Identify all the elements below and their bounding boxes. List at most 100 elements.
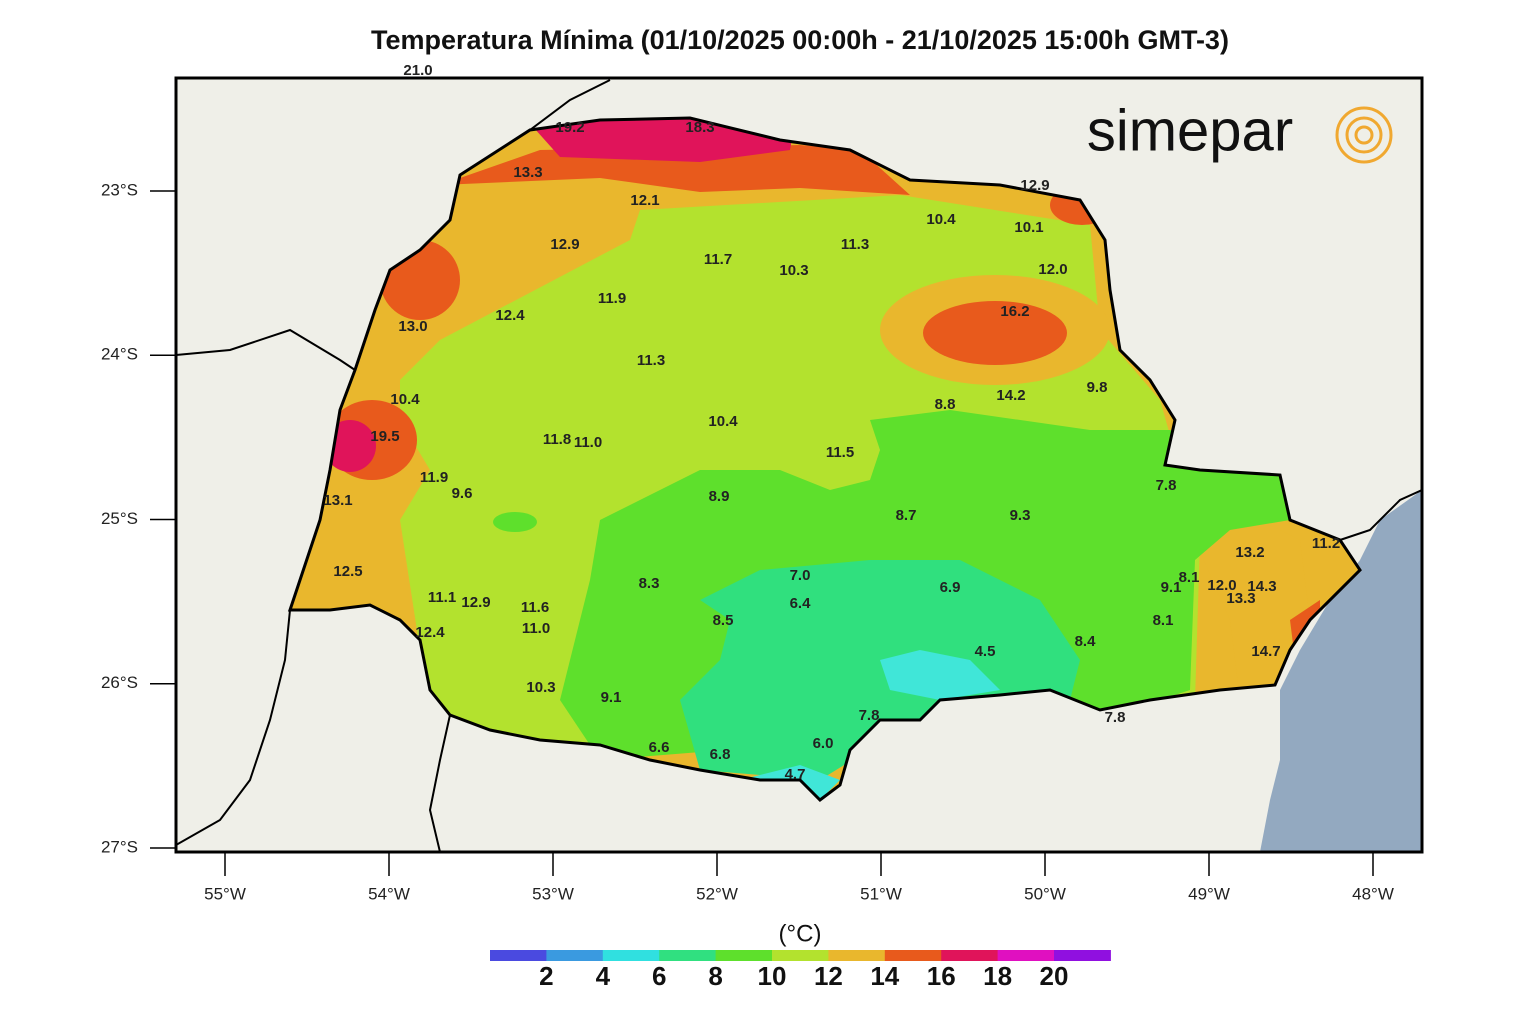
- station-value: 12.9: [550, 236, 579, 253]
- colorbar-segment: [941, 950, 999, 961]
- colorbar-label: 14: [870, 961, 899, 991]
- station-value: 11.8: [543, 431, 571, 448]
- station-value: 11.0: [522, 620, 550, 637]
- colorbar-label: 20: [1040, 961, 1069, 991]
- colorbar-segment: [490, 950, 547, 961]
- lat-tick-label: 25°S: [101, 509, 138, 528]
- colorbar-segment: [546, 950, 604, 961]
- colorbar-segment: [659, 950, 717, 961]
- colorbar-segment: [828, 950, 886, 961]
- station-value: 11.9: [598, 290, 626, 307]
- station-value: 6.0: [813, 735, 834, 752]
- lon-tick-label: 54°W: [368, 884, 410, 903]
- station-value: 10.3: [526, 679, 555, 696]
- station-value: 12.1: [630, 192, 659, 209]
- station-value: 19.5: [370, 428, 399, 445]
- station-value: 11.7: [704, 251, 732, 268]
- logo-icon: [1335, 106, 1393, 164]
- lat-tick-label: 24°S: [101, 345, 138, 364]
- colorbar-label: 4: [596, 961, 611, 991]
- station-value: 21.0: [403, 62, 432, 79]
- station-value: 4.7: [785, 766, 806, 783]
- logo: simepar: [1087, 98, 1293, 163]
- colorbar-label: 18: [983, 961, 1012, 991]
- colorbar-unit: (°C): [779, 920, 822, 947]
- station-value: 12.0: [1207, 577, 1236, 594]
- station-value: 12.0: [1038, 261, 1067, 278]
- lat-tick-label: 27°S: [101, 837, 138, 856]
- station-value: 7.0: [790, 567, 811, 584]
- station-value: 19.2: [555, 119, 584, 136]
- station-value: 6.6: [649, 739, 670, 756]
- station-value: 13.1: [323, 492, 352, 509]
- station-value: 7.8: [1105, 709, 1126, 726]
- station-value: 11.5: [826, 444, 854, 461]
- lon-tick-label: 52°W: [696, 884, 738, 903]
- lon-tick-label: 51°W: [860, 884, 902, 903]
- colorbar-segment: [1054, 950, 1111, 961]
- station-value: 11.0: [574, 434, 602, 451]
- station-value: 8.8: [935, 396, 956, 413]
- station-value: 9.3: [1010, 507, 1031, 524]
- station-value: 13.3: [513, 164, 542, 181]
- map-frame: [174, 76, 1424, 854]
- station-value: 13.3: [1226, 590, 1255, 607]
- station-value: 6.8: [710, 746, 731, 763]
- colorbar-segment: [772, 950, 829, 961]
- station-value: 12.5: [333, 563, 362, 580]
- station-value: 14.7: [1251, 643, 1280, 660]
- ocean: [1260, 490, 1422, 852]
- station-value: 9.1: [1161, 579, 1182, 596]
- station-value: 10.1: [1014, 219, 1043, 236]
- station-value: 11.3: [637, 352, 665, 369]
- station-value: 10.4: [708, 413, 738, 430]
- lon-tick-label: 48°W: [1352, 884, 1394, 903]
- colorbar-segment: [997, 950, 1055, 961]
- station-value: 11.1: [428, 589, 456, 606]
- colorbar-label: 8: [708, 961, 722, 991]
- lat-tick-label: 23°S: [101, 180, 138, 199]
- station-value: 10.4: [390, 391, 420, 408]
- station-value: 11.6: [521, 599, 549, 616]
- station-value: 18.3: [685, 119, 714, 136]
- colorbar-label: 12: [814, 961, 843, 991]
- lon-tick-label: 53°W: [532, 884, 574, 903]
- lat-tick-label: 26°S: [101, 673, 138, 692]
- station-value: 6.9: [940, 579, 961, 596]
- station-value: 8.1: [1153, 612, 1174, 629]
- title: Temperatura Mínima (01/10/2025 00:00h - …: [371, 25, 1229, 55]
- station-value: 14.3: [1247, 578, 1276, 595]
- colorbar-label: 6: [652, 961, 666, 991]
- station-value: 11.3: [841, 236, 869, 253]
- lon-tick-label: 49°W: [1188, 884, 1230, 903]
- station-value: 8.1: [1179, 569, 1200, 586]
- station-value: 12.9: [461, 594, 490, 611]
- station-value: 6.4: [790, 595, 812, 612]
- borders: [176, 79, 1422, 852]
- colorbar-label: 2: [539, 961, 553, 991]
- station-value: 13.2: [1235, 544, 1264, 561]
- station-value: 11.9: [420, 469, 448, 486]
- colorbar-segment: [715, 950, 773, 961]
- station-value: 8.3: [639, 575, 660, 592]
- station-value: 13.0: [398, 318, 427, 335]
- station-value: 8.9: [709, 488, 730, 505]
- station-value: 9.1: [601, 689, 622, 706]
- colorbar-label: 10: [758, 961, 787, 991]
- colorbar-label: 16: [927, 961, 956, 991]
- station-value: 12.4: [415, 624, 445, 641]
- station-value: 8.5: [713, 612, 734, 629]
- lon-tick-label: 50°W: [1024, 884, 1066, 903]
- colorbar-segment: [884, 950, 942, 961]
- station-value: 14.2: [996, 387, 1025, 404]
- station-value: 9.8: [1087, 379, 1108, 396]
- lon-tick-label: 55°W: [204, 884, 246, 903]
- station-value: 12.4: [495, 307, 525, 324]
- station-value: 16.2: [1000, 303, 1029, 320]
- station-value: 7.8: [859, 707, 880, 724]
- station-value: 4.5: [975, 643, 996, 660]
- station-value: 10.3: [779, 262, 808, 279]
- station-value: 8.4: [1075, 633, 1097, 650]
- station-value: 8.7: [896, 507, 917, 524]
